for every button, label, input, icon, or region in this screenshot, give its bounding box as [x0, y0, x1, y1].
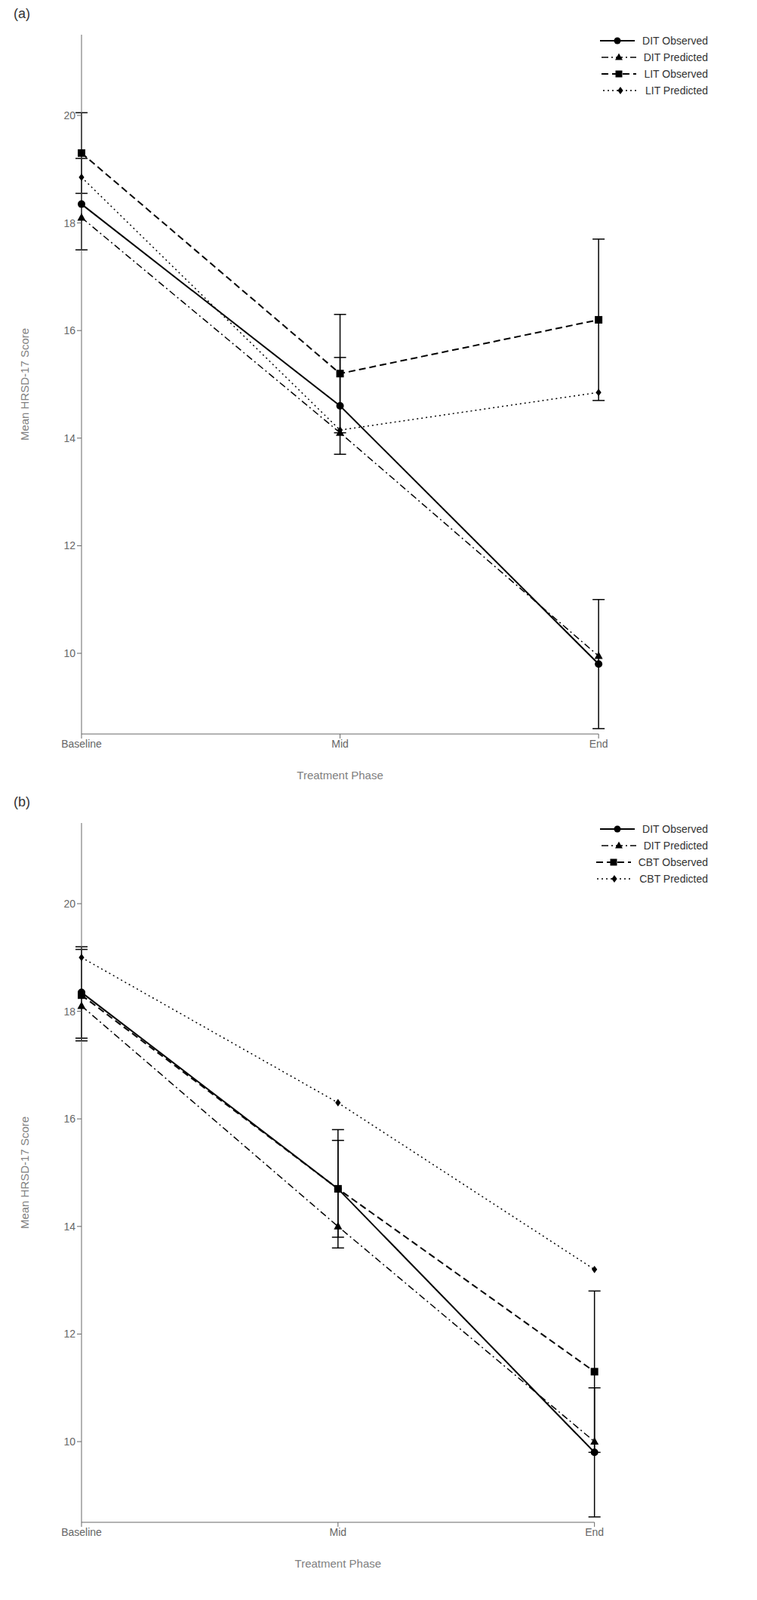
- svg-text:Mid: Mid: [331, 738, 349, 751]
- svg-text:20: 20: [63, 898, 76, 911]
- html-text:(a): (a): [13, 6, 31, 22]
- svg-text:18: 18: [63, 1006, 76, 1019]
- html-text:DIT Observed: DIT Observed: [642, 823, 708, 836]
- html-text:LIT Observed: LIT Observed: [644, 67, 708, 81]
- svg-text:End: End: [584, 1526, 604, 1539]
- svg-text:14: 14: [63, 1221, 76, 1234]
- html-text:DIT Observed: DIT Observed: [642, 34, 708, 47]
- svg-text:12: 12: [63, 539, 76, 552]
- html-text:(b): (b): [13, 794, 31, 810]
- html-text:CBT Predicted: CBT Predicted: [639, 873, 708, 886]
- html-text:DIT Predicted: DIT Predicted: [643, 840, 708, 853]
- svg-text:18: 18: [63, 217, 76, 230]
- svg-text:Treatment Phase: Treatment Phase: [295, 1557, 382, 1571]
- svg-text:16: 16: [63, 1113, 76, 1126]
- svg-text:Baseline: Baseline: [61, 738, 102, 751]
- svg-text:16: 16: [63, 324, 76, 337]
- html-text:LIT Predicted: LIT Predicted: [645, 84, 708, 97]
- html-text:CBT Observed: CBT Observed: [638, 856, 708, 869]
- svg-text:10: 10: [63, 647, 76, 660]
- svg-text:12: 12: [63, 1328, 76, 1341]
- svg-text:10: 10: [63, 1436, 76, 1449]
- svg-text:20: 20: [63, 109, 76, 122]
- svg-text:Mean HRSD-17 Score: Mean HRSD-17 Score: [18, 328, 31, 441]
- html-text:DIT Predicted: DIT Predicted: [643, 51, 708, 64]
- svg-text:End: End: [589, 738, 609, 751]
- svg-text:14: 14: [63, 432, 76, 445]
- svg-text:Baseline: Baseline: [61, 1526, 102, 1539]
- svg-text:Mid: Mid: [329, 1526, 348, 1539]
- svg-text:Treatment Phase: Treatment Phase: [296, 769, 384, 782]
- svg-text:Mean HRSD-17 Score: Mean HRSD-17 Score: [18, 1117, 31, 1230]
